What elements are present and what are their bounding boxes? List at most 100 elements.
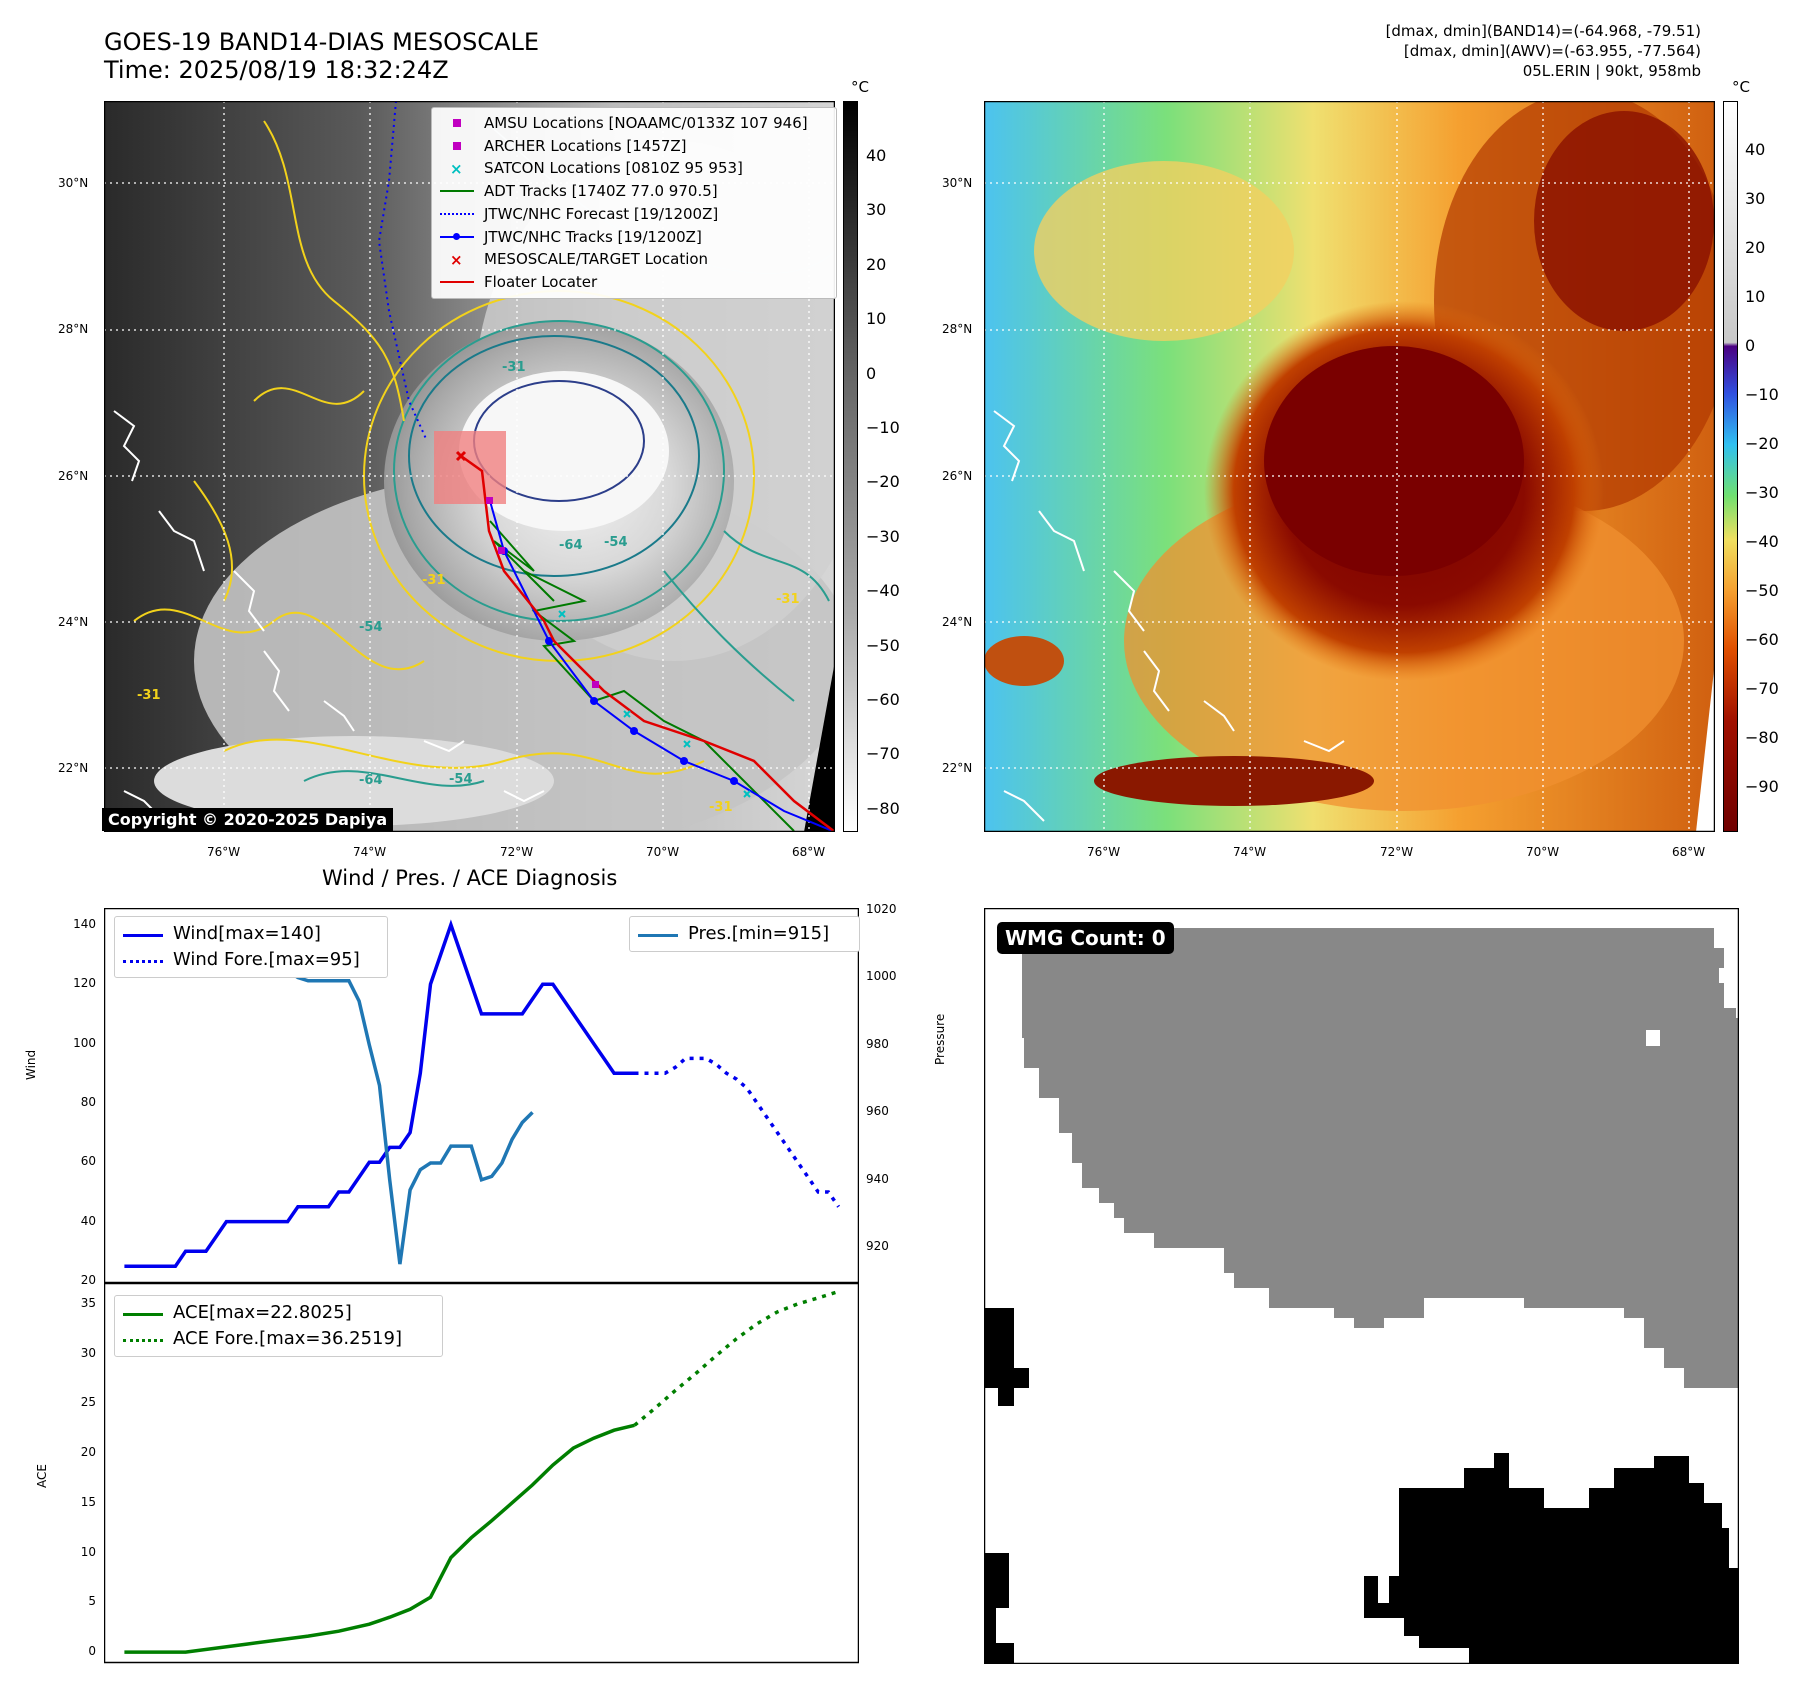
ace-axis-tick: 5 (88, 1594, 96, 1609)
green-line-icon (438, 183, 476, 199)
wind-legend: Wind[max=140] Wind Fore.[max=95] (114, 916, 388, 978)
colorbar-gray-tick: −80 (866, 798, 900, 818)
adt-track (489, 520, 795, 832)
colorbar-gray-tick: −70 (866, 744, 900, 764)
red-x-icon: × (450, 250, 463, 269)
wind-axis-label: Wind (24, 1049, 38, 1080)
colorbar-color-tick: 30 (1745, 189, 1766, 208)
ace-axis-label: ACE (35, 1464, 49, 1488)
colorbar-gray-tick: −30 (866, 526, 900, 546)
wind-dotted-line-icon (123, 952, 165, 968)
legend-item-floater: Floater Locater (438, 271, 830, 294)
colorbar-color-tick: −90 (1745, 777, 1779, 796)
cyan-x-icon: × (450, 159, 463, 178)
lat-label: 26°N (942, 469, 973, 483)
wind-axis-tick: 100 (73, 1035, 96, 1050)
lon-label: 72°W (500, 845, 534, 859)
ace-line-icon (123, 1305, 165, 1321)
diagnosis-title: Wind / Pres. / ACE Diagnosis (322, 866, 618, 890)
wind-axis-tick: 140 (73, 916, 96, 931)
colorbar-color-tick: 0 (1745, 336, 1756, 355)
legend-item-adt: ADT Tracks [1740Z 77.0 970.5] (438, 180, 830, 203)
colorbar-gray-unit: °C (851, 78, 869, 96)
wmg-black-region-left (984, 1308, 1029, 1406)
contour-label: -31 (709, 800, 733, 815)
legend-item-archer: ARCHER Locations [1457Z] (438, 135, 830, 158)
info-line3: 05L.ERIN | 90kt, 958mb (1522, 62, 1701, 80)
ace-axis-tick: 25 (80, 1395, 96, 1410)
lon-label: 70°W (646, 845, 680, 859)
ace-axis-tick: 15 (80, 1494, 96, 1509)
legend-item-wind-fore: Wind Fore.[max=95] (123, 947, 379, 973)
ace-series-line (124, 1423, 635, 1654)
lon-label: 68°W (1672, 845, 1706, 859)
wind-series-line (124, 919, 635, 1268)
info-line1: [dmax, dmin](BAND14)=(-64.968, -79.51) (1385, 22, 1701, 40)
lon-label: 76°W (1087, 845, 1121, 859)
colorbar-color-tick: 20 (1745, 238, 1766, 257)
colorbar-gray-tick: 10 (866, 309, 887, 329)
legend-item-ace-fore: ACE Fore.[max=36.2519] (123, 1326, 434, 1352)
lat-label: 22°N (942, 761, 973, 775)
lon-label: 74°W (1233, 845, 1267, 859)
contour-label: -64 (359, 773, 383, 788)
colorbar-gray-tick: −60 (866, 690, 900, 709)
colorbar-color-tick: −60 (1745, 630, 1779, 649)
pressure-legend: Pres.[min=915] (629, 916, 860, 952)
colorbar-color-tick: −80 (1745, 728, 1779, 747)
forecast-track (377, 101, 428, 442)
lon-label: 70°W (1526, 845, 1560, 859)
pressure-axis-label: Pressure (933, 1013, 947, 1065)
contour-label: -31 (422, 573, 446, 588)
colorbar-color-tick: 40 (1745, 140, 1766, 159)
lat-label: 24°N (58, 615, 89, 629)
pressure-axis-tick: 980 (866, 1036, 889, 1051)
legend-item-pres: Pres.[min=915] (638, 921, 851, 947)
colorbar-gray-tick: −20 (866, 472, 900, 492)
ace-axis-tick: 0 (88, 1644, 96, 1659)
lon-label: 72°W (1380, 845, 1414, 859)
wind-axis-tick: 60 (80, 1154, 96, 1169)
wmg-panel (984, 908, 1739, 1664)
blue-line-dot-icon (438, 229, 476, 245)
diagnosis-chart (104, 908, 859, 1664)
wind-forecast-series-line (634, 1056, 841, 1208)
legend-item-wind: Wind[max=140] (123, 921, 379, 947)
colorbar-gray-tick: −10 (866, 418, 900, 437)
magenta-square-icon (438, 115, 476, 131)
wind-axis-tick: 120 (73, 976, 96, 991)
info-line2: [dmax, dmin](AWV)=(-63.955, -77.564) (1403, 42, 1701, 60)
contour-label: -31 (776, 592, 800, 607)
contour-label: -64 (559, 538, 583, 553)
ir-color-map (984, 101, 1715, 832)
wmg-black-region-bottom-left (984, 1553, 1014, 1664)
lon-label: 68°W (792, 845, 826, 859)
colorbar-color-tick: −40 (1745, 532, 1779, 551)
pressure-line-icon (638, 926, 680, 942)
lat-label: 30°N (942, 176, 973, 190)
figure-title-line2: Time: 2025/08/19 18:32:24Z (104, 56, 449, 84)
floater-box (434, 431, 506, 504)
pressure-axis-tick: 940 (866, 1171, 889, 1186)
ace-dotted-line-icon (123, 1331, 165, 1347)
wind-line-icon (123, 926, 165, 942)
colorbar-gray-tick: 20 (866, 254, 887, 274)
wind-axis-tick: 40 (80, 1213, 96, 1228)
contour-label: -54 (359, 620, 383, 635)
legend-item-ace: ACE[max=22.8025] (123, 1300, 434, 1326)
pressure-axis-tick: 1000 (866, 969, 897, 984)
legend-item-forecast: JTWC/NHC Forecast [19/1200Z] (438, 203, 830, 226)
ace-legend: ACE[max=22.8025] ACE Fore.[max=36.2519] (114, 1295, 443, 1357)
wmg-count-badge: WMG Count: 0 (997, 922, 1174, 954)
colorbar-color-tick: −70 (1745, 679, 1779, 698)
ace-axis-tick: 35 (80, 1295, 96, 1310)
colorbar-color-tick: −10 (1745, 385, 1779, 404)
lat-label: 26°N (58, 469, 89, 483)
pressure-axis-tick: 920 (866, 1239, 889, 1254)
legend-item-amsu: AMSU Locations [NOAAMC/0133Z 107 946] (438, 112, 830, 135)
target-marker (455, 450, 467, 462)
lat-label: 28°N (58, 322, 89, 336)
ace-axis-tick: 20 (80, 1445, 96, 1460)
lat-label: 24°N (942, 615, 973, 629)
red-line-icon (438, 274, 476, 290)
